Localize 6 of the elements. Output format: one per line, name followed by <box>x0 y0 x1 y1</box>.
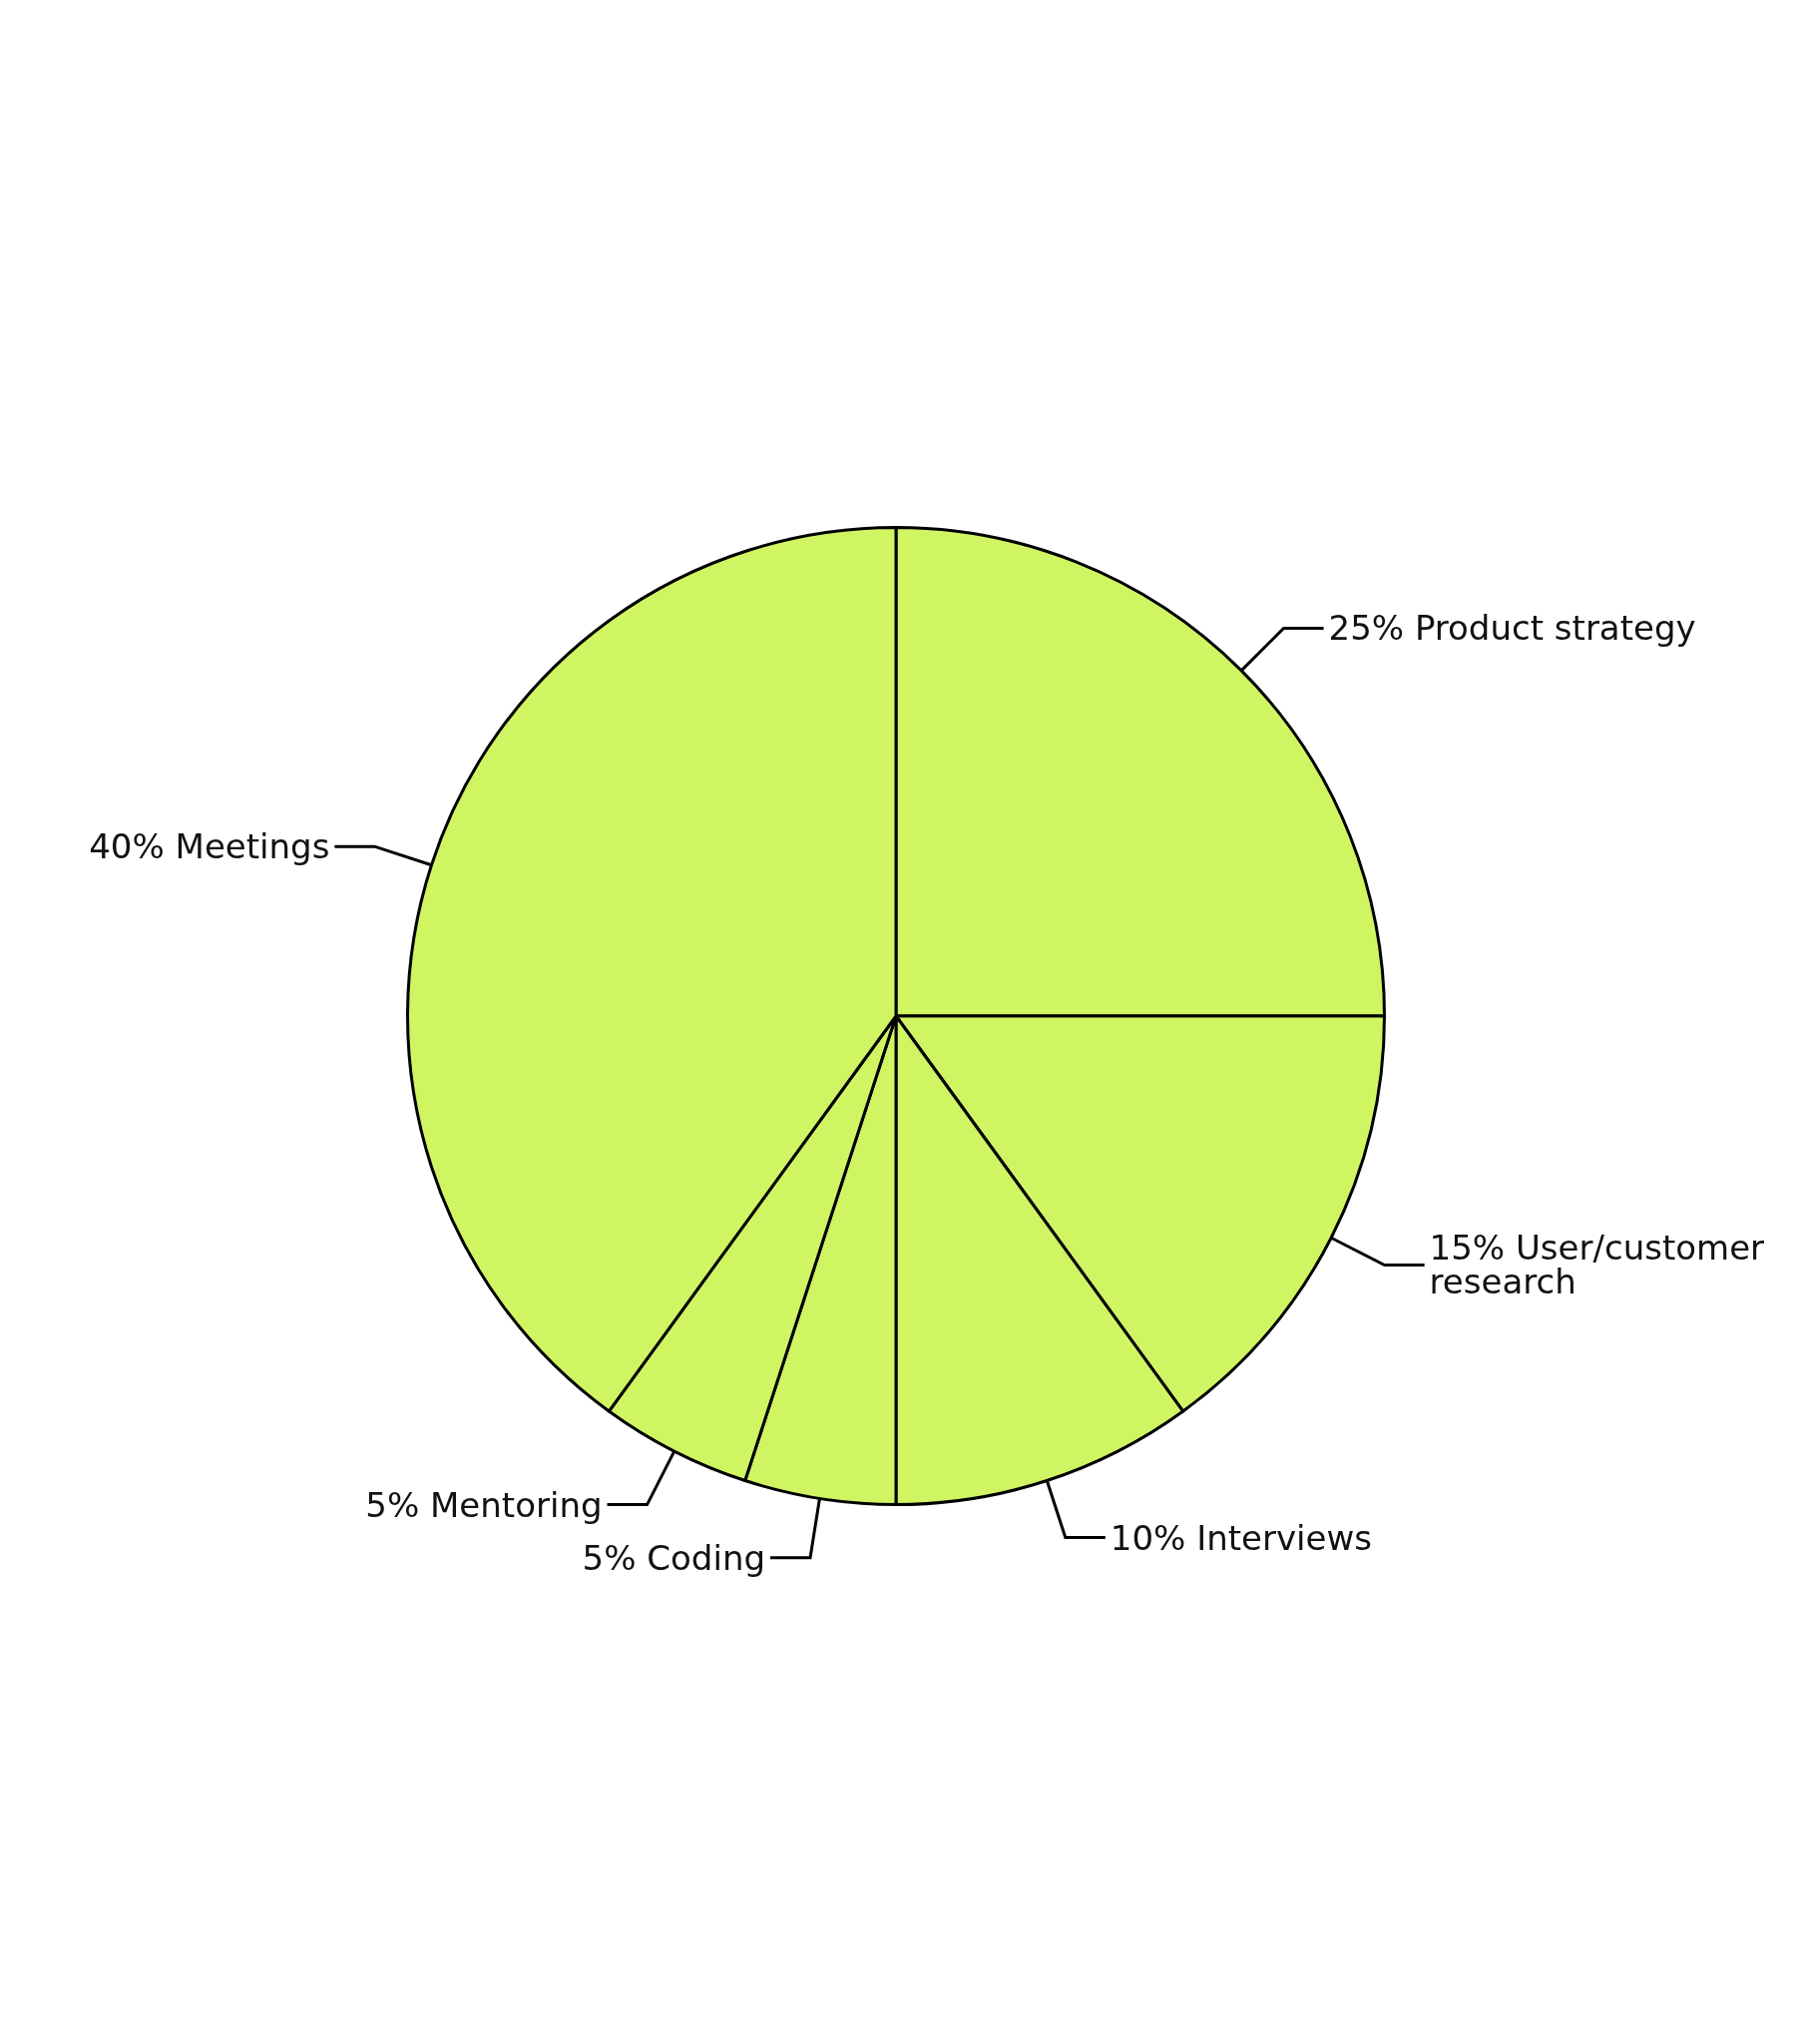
slice-label: 40% Meetings <box>89 826 330 867</box>
slice-label: 5% Coding <box>582 1537 766 1578</box>
slice-label: 10% Interviews <box>1110 1517 1373 1558</box>
slice-label: 5% Mentoring <box>365 1484 603 1525</box>
slice-label: 25% Product strategy <box>1328 608 1696 649</box>
slice-label: 15% User/customer research <box>1429 1228 1775 1302</box>
